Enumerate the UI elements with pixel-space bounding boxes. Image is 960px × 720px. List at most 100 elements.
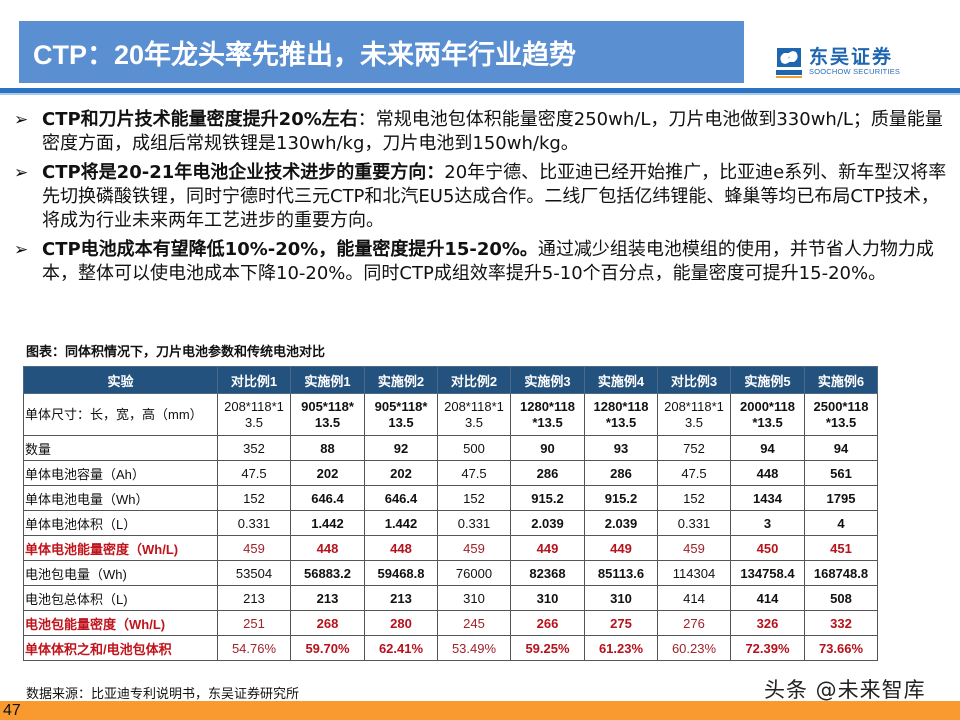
row-label: 电池包能量密度（Wh/L) [23,610,218,636]
header-divider-light [0,93,960,95]
table-cell: 61.23% [584,635,658,661]
table-cell: 92 [364,435,438,461]
logo-english-name: SOOCHOW SECURITIES [809,67,901,76]
bullet-text: 通过减少组装电池模组的使用，并节省人力物力成本，整体可以使电池成本下降10-20… [42,239,934,284]
row-label: 单体体积之和/电池包体积 [23,635,218,661]
table-cell: 56883.2 [290,560,365,586]
column-header: 对比例3 [657,366,731,394]
table-row: 单体尺寸：长，宽，高（mm） 208*118*1 3.5 905*118* 13.5… [23,393,878,436]
table-row-highlight: 单体电池能量密度（Wh/L) 459 448 448 459 449 449 4… [23,535,878,561]
table-cell: 213 [290,585,365,611]
table-cell: 448 [290,535,365,561]
table-cell: 94 [730,435,805,461]
column-header: 对比例2 [437,366,511,394]
bullet-item: ➢ CTP电池成本有望降低10%-20%，能量密度提升15-20%。通过减少组装… [12,238,947,286]
arrow-bullet-icon: ➢ [14,240,29,260]
watermark: 头条 @未来智库 [764,678,926,702]
table-cell: 1.442 [364,510,438,536]
table-cell: 500 [437,435,511,461]
table-cell: 134758.4 [730,560,805,586]
table-cell: 459 [657,535,731,561]
table-cell: 280 [364,610,438,636]
table-cell: 310 [584,585,658,611]
column-header: 实施例3 [510,366,585,394]
table-cell: 1280*118 *13.5 [510,393,585,436]
table-cell: 208*118*1 3.5 [657,393,731,436]
table-cell: 208*118*1 3.5 [217,393,291,436]
table-cell: 85113.6 [584,560,658,586]
table-cell: 0.331 [437,510,511,536]
table-cell: 561 [804,460,878,486]
table-row: 单体电池容量（Ah） 47.5 202 202 47.5 286 286 47.… [23,460,878,486]
table-cell: 245 [437,610,511,636]
table-cell: 915.2 [510,485,585,511]
table-caption: 图表：同体积情况下，刀片电池参数和传统电池对比 [26,345,326,360]
table-cell: 93 [584,435,658,461]
table-cell: 94 [804,435,878,461]
page-title: CTP：20年龙头率先推出，未来两年行业趋势 [33,39,577,70]
bullet-heading: CTP电池成本有望降低10%-20%，能量密度提升15-20%。 [42,239,538,260]
table-cell: 213 [364,585,438,611]
footer-bar [0,701,960,720]
table-cell: 448 [730,460,805,486]
bullet-text: 20年宁德、比亚迪已经开始推广，比亚迪e系列、新车型汉将率先切换磷酸铁锂，同时宁… [42,162,947,231]
header-divider [0,88,960,93]
table-cell: 310 [510,585,585,611]
title-bar: CTP：20年龙头率先推出，未来两年行业趋势 [19,21,744,83]
row-label: 单体电池容量（Ah） [23,460,218,486]
table-row-highlight: 电池包能量密度（Wh/L) 251 268 280 245 266 275 27… [23,610,878,636]
table-cell: 59.25% [510,635,585,661]
table-cell: 53.49% [437,635,511,661]
comparison-table: 实验 对比例1 实施例1 实施例2 对比例2 实施例3 实施例4 对比例3 实施… [23,366,878,661]
table-cell: 352 [217,435,291,461]
table-cell: 72.39% [730,635,805,661]
table-cell: 82368 [510,560,585,586]
table-header-row: 实验 对比例1 实施例1 实施例2 对比例2 实施例3 实施例4 对比例3 实施… [23,366,878,394]
table-cell: 459 [437,535,511,561]
table-cell: 2500*118 *13.5 [804,393,878,436]
column-header: 实验 [23,366,218,394]
row-label: 单体电池体积（L） [23,510,218,536]
table-cell: 168748.8 [804,560,878,586]
bullet-heading: CTP将是20-21年电池企业技术进步的重要方向： [42,162,445,183]
data-source-note: 数据来源：比亚迪专利说明书，东吴证券研究所 [26,687,300,702]
table-cell: 276 [657,610,731,636]
column-header: 实施例1 [290,366,365,394]
table-cell: 54.76% [217,635,291,661]
table-row: 电池包电量（Wh) 53504 56883.2 59468.8 76000 82… [23,560,878,586]
table-cell: 268 [290,610,365,636]
table-cell: 202 [364,460,438,486]
table-cell: 60.23% [657,635,731,661]
logo-chinese-name: 东吴证券 [809,46,894,68]
bullet-list: ➢ CTP和刀片技术能量密度提升20%左右：常规电池包体积能量密度250wh/L… [12,108,947,291]
table-cell: 59.70% [290,635,365,661]
table-cell: 47.5 [657,460,731,486]
table-cell: 251 [217,610,291,636]
table-cell: 152 [437,485,511,511]
table-cell: 0.331 [217,510,291,536]
table-cell: 2.039 [510,510,585,536]
column-header: 实施例6 [804,366,878,394]
bullet-item: ➢ CTP将是20-21年电池企业技术进步的重要方向：20年宁德、比亚迪已经开始… [12,161,947,233]
table-cell: 1280*118 *13.5 [584,393,658,436]
table-cell: 646.4 [364,485,438,511]
table-cell: 905*118* 13.5 [290,393,365,436]
column-header: 对比例1 [217,366,291,394]
table-cell: 208*118*1 3.5 [437,393,511,436]
table-cell: 3 [730,510,805,536]
table-cell: 459 [217,535,291,561]
row-label: 单体电池能量密度（Wh/L) [23,535,218,561]
table-cell: 62.41% [364,635,438,661]
table-row: 数量 352 88 92 500 90 93 752 94 94 [23,435,878,461]
table-cell: 326 [730,610,805,636]
row-label: 单体尺寸：长，宽，高（mm） [23,393,218,436]
bullet-heading: CTP和刀片技术能量密度提升20%左右 [42,109,358,130]
table-cell: 0.331 [657,510,731,536]
row-label: 数量 [23,435,218,461]
table-cell: 414 [730,585,805,611]
table-cell: 449 [510,535,585,561]
table-cell: 90 [510,435,585,461]
row-label: 电池包总体积（L) [23,585,218,611]
table-cell: 266 [510,610,585,636]
table-cell: 450 [730,535,805,561]
